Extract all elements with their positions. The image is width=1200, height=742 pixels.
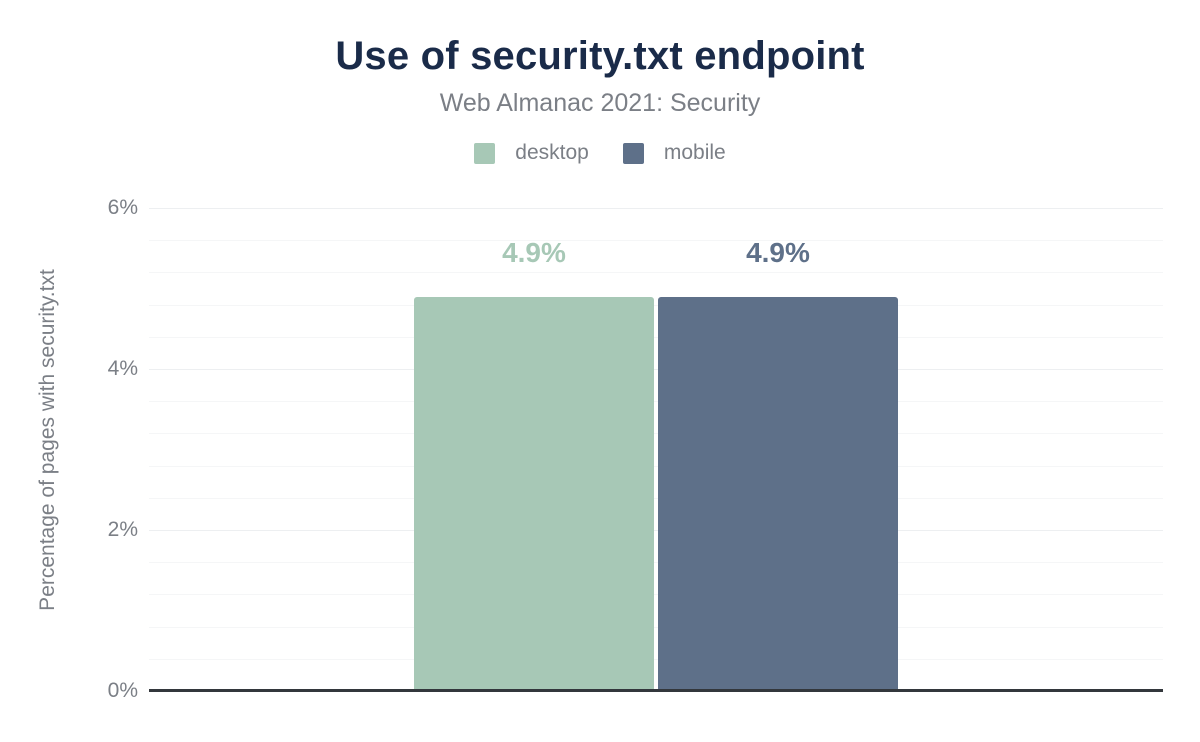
- minor-gridline: [149, 336, 1163, 338]
- y-tick-label: 2%: [107, 518, 138, 541]
- minor-gridline: [149, 626, 1163, 628]
- legend-label-mobile: mobile: [663, 141, 726, 164]
- y-tick-label: 6%: [107, 196, 138, 219]
- chart-subtitle: Web Almanac 2021: Security: [439, 89, 761, 117]
- y-axis-title: Percentage of pages with security.txt: [36, 269, 59, 611]
- minor-gridline: [149, 304, 1163, 306]
- bar-value-label-desktop: 4.9%: [502, 237, 566, 268]
- minor-gridline: [149, 433, 1163, 435]
- minor-gridline: [149, 594, 1163, 596]
- minor-gridline: [149, 497, 1163, 499]
- minor-gridline: [149, 658, 1163, 660]
- x-axis-line: [149, 689, 1163, 692]
- desktop-legend-swatch-icon: [474, 142, 496, 164]
- major-gridline: [149, 369, 1163, 370]
- minor-gridline: [149, 465, 1163, 467]
- legend-label-desktop: desktop: [515, 141, 589, 164]
- minor-gridline: [149, 562, 1163, 564]
- plot-area: 4.9% 4.9%: [149, 208, 1163, 692]
- legend-item-mobile: mobile: [622, 141, 726, 165]
- legend: desktop mobile: [0, 141, 1200, 165]
- major-gridline: [149, 208, 1163, 209]
- bar-desktop[interactable]: [414, 297, 654, 691]
- y-tick-label: 4%: [107, 357, 138, 380]
- bar-mobile[interactable]: [658, 297, 898, 691]
- legend-item-desktop: desktop: [474, 141, 589, 165]
- bar-value-label-mobile: 4.9%: [746, 237, 810, 268]
- minor-gridline: [149, 272, 1163, 274]
- mobile-legend-swatch-icon: [622, 142, 644, 164]
- minor-gridline: [149, 401, 1163, 403]
- y-tick-label: 0%: [107, 679, 138, 702]
- chart-title: Use of security.txt endpoint: [335, 34, 865, 78]
- major-gridline: [149, 530, 1163, 531]
- minor-gridline: [149, 240, 1163, 242]
